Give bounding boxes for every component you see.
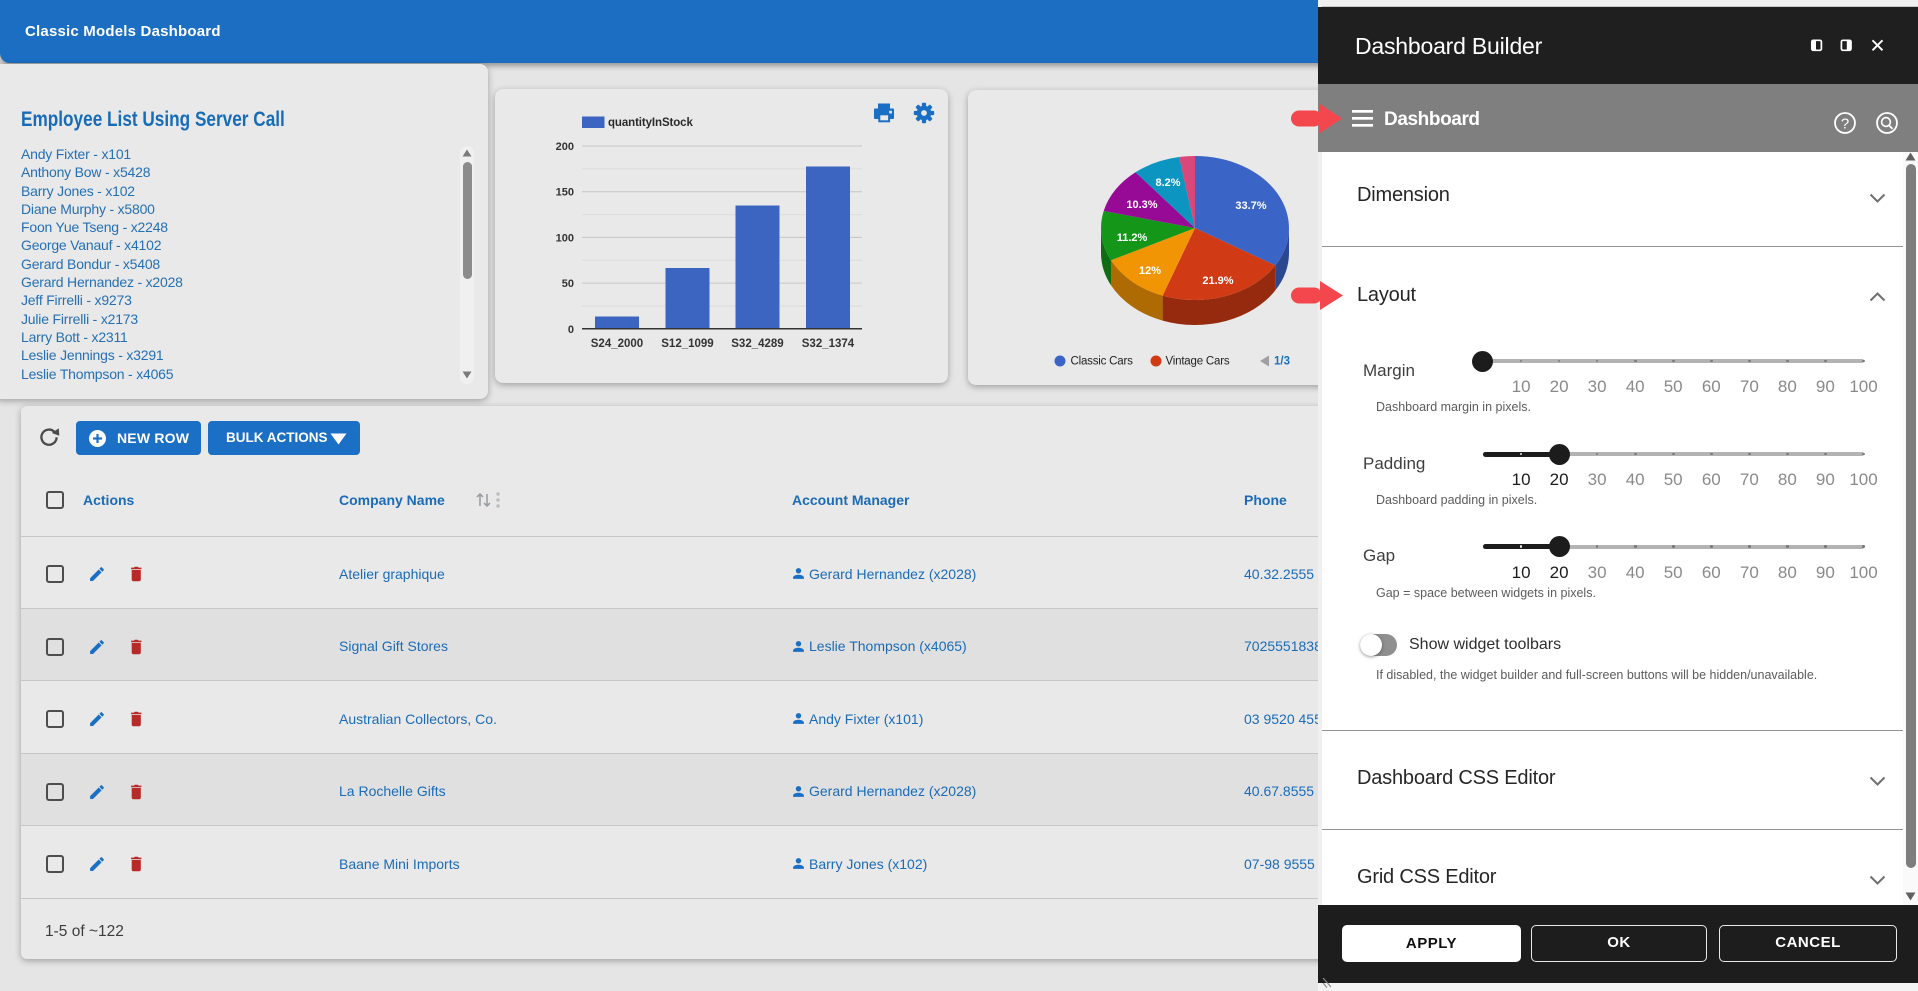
svg-text:0: 0 — [568, 324, 574, 336]
svg-text:Vintage Cars: Vintage Cars — [1166, 356, 1230, 368]
svg-text:150: 150 — [556, 187, 574, 199]
svg-text:100: 100 — [556, 232, 574, 244]
svg-text:S32_1374: S32_1374 — [802, 338, 855, 350]
svg-text:Classic Cars: Classic Cars — [1071, 356, 1134, 368]
svg-text:8.2%: 8.2% — [1155, 177, 1180, 189]
svg-text:200: 200 — [556, 141, 574, 153]
svg-text:S24_2000: S24_2000 — [591, 338, 643, 350]
svg-text:12%: 12% — [1139, 265, 1161, 277]
svg-text:1/3: 1/3 — [1274, 356, 1290, 368]
svg-text:50: 50 — [562, 278, 574, 290]
svg-text:quantityInStock: quantityInStock — [608, 117, 693, 129]
svg-text:11.2%: 11.2% — [1117, 232, 1148, 244]
svg-text:21.9%: 21.9% — [1202, 275, 1233, 287]
svg-text:?: ? — [1841, 116, 1849, 133]
svg-text:33.7%: 33.7% — [1235, 200, 1266, 212]
svg-text:10.3%: 10.3% — [1126, 199, 1157, 211]
svg-text:S32_4289: S32_4289 — [731, 338, 783, 350]
svg-text:S12_1099: S12_1099 — [661, 338, 713, 350]
